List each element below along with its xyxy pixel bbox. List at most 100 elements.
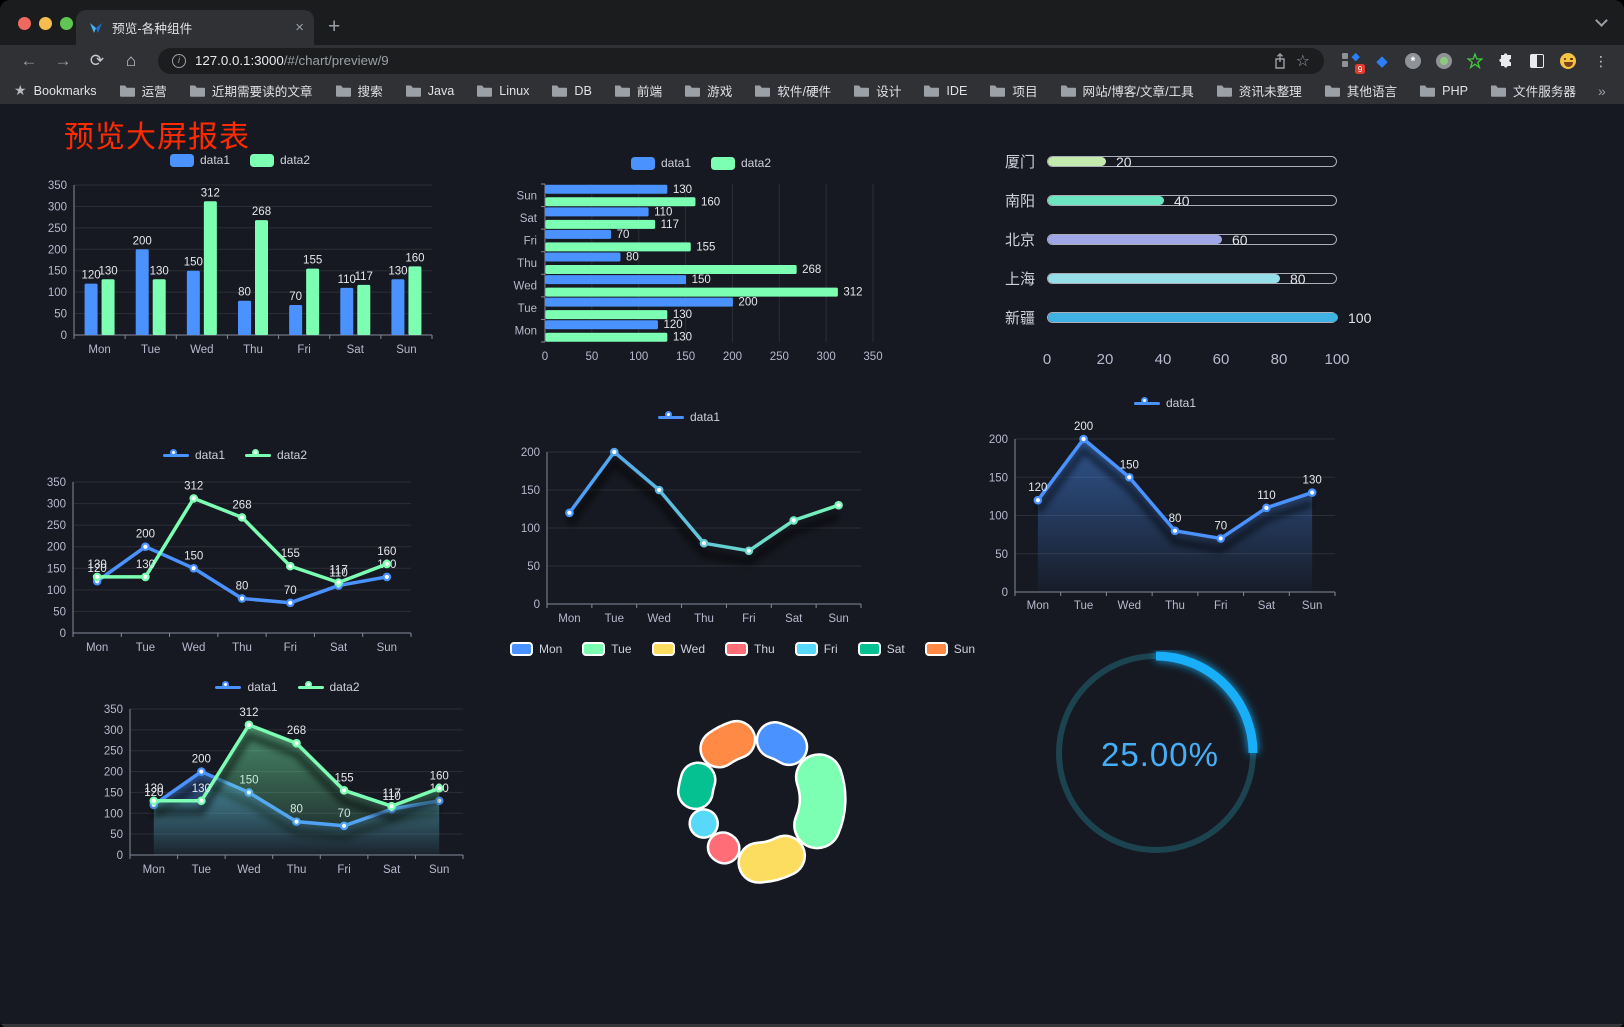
folder-icon	[335, 85, 351, 97]
bookmark-folder[interactable]: 项目	[989, 81, 1038, 100]
legend-item-Mon[interactable]: Mon	[509, 642, 562, 656]
svg-text:Thu: Thu	[1165, 600, 1185, 612]
svg-text:300: 300	[817, 351, 836, 363]
extension-asterisk-icon[interactable]: *	[1404, 52, 1422, 70]
bookmark-folder[interactable]: 前端	[614, 81, 662, 100]
bar	[255, 220, 268, 335]
svg-text:130: 130	[1303, 475, 1322, 487]
bookmark-folder[interactable]: PHP	[1419, 84, 1468, 98]
minimize-window-button[interactable]	[39, 17, 52, 30]
close-window-button[interactable]	[18, 17, 31, 30]
legend-item-data1[interactable]: data1	[630, 156, 691, 170]
tab-close-icon[interactable]: ×	[295, 19, 304, 36]
legend-item-data1[interactable]: data1	[215, 680, 278, 694]
legend-item-Tue[interactable]: Tue	[582, 642, 632, 656]
svg-text:0: 0	[61, 330, 67, 342]
svg-text:150: 150	[692, 274, 711, 286]
url-bar[interactable]: i 127.0.0.1:3000/#/chart/preview/9 ☆	[158, 48, 1324, 74]
extension-green-dot-icon[interactable]	[1435, 52, 1453, 70]
back-button[interactable]: ←	[20, 51, 38, 70]
legend-item-Wed[interactable]: Wed	[651, 642, 705, 656]
progress-value: 100	[1348, 310, 1372, 326]
legend-item-Thu[interactable]: Thu	[725, 642, 775, 656]
extension-darkmode-icon[interactable]	[1528, 52, 1546, 70]
svg-text:Wed: Wed	[514, 281, 537, 293]
extension-emoji-icon[interactable]	[1559, 52, 1577, 70]
svg-text:80: 80	[238, 287, 251, 299]
line-gradient-svg: 0 50 100 150 200 Mon Tue Wed Thu Fri Sat Sun	[521, 447, 862, 625]
forward-button[interactable]: →	[54, 51, 72, 70]
svg-text:268: 268	[802, 264, 821, 276]
pie-segment-Tue	[795, 755, 845, 847]
page-info-icon[interactable]: i	[172, 54, 186, 68]
chart-legend: data1 data2	[45, 444, 425, 466]
reload-button[interactable]: ⟳	[89, 51, 105, 70]
legend-item-data2[interactable]: data2	[250, 153, 310, 167]
svg-text:200: 200	[738, 297, 757, 309]
svg-text:120: 120	[81, 270, 100, 282]
extensions-puzzle-icon[interactable]	[1497, 52, 1515, 70]
legend-item-data1[interactable]: data1	[162, 448, 225, 462]
bookmark-folder[interactable]: 游戏	[684, 81, 732, 100]
extension-star-icon[interactable]	[1466, 52, 1484, 70]
bookmark-folder[interactable]: Linux	[476, 84, 529, 98]
svg-text:155: 155	[696, 241, 715, 253]
bookmark-folder[interactable]: 软件/硬件	[754, 81, 831, 100]
zoom-window-button[interactable]	[60, 17, 73, 30]
progress-fill	[1048, 235, 1222, 244]
legend-item-data1[interactable]: data1	[1133, 396, 1196, 410]
legend-item-data2[interactable]: data2	[245, 448, 307, 462]
home-button[interactable]: ⌂	[125, 51, 137, 70]
browser-menu-icon[interactable]: ⋮	[1594, 52, 1608, 69]
legend-item-data2[interactable]: data2	[297, 680, 360, 694]
svg-text:Fri: Fri	[524, 235, 537, 247]
tab-title: 预览-各种组件	[112, 22, 193, 36]
bookmark-folder[interactable]: IDE	[923, 84, 967, 98]
bookmark-folder[interactable]: 设计	[853, 81, 901, 100]
legend-item-Sun[interactable]: Sun	[924, 642, 975, 656]
svg-text:Fri: Fri	[1214, 600, 1227, 612]
pie-segment-Mon	[758, 723, 806, 764]
bookmarks-overflow-chevron[interactable]: »	[1598, 82, 1606, 99]
bookmark-folder[interactable]: 其他语言	[1324, 81, 1397, 100]
tab-search-chevron-icon[interactable]	[1595, 14, 1608, 27]
bar	[238, 300, 251, 335]
bookmarks-manager[interactable]: ★ Bookmarks	[14, 82, 97, 99]
share-icon[interactable]	[1273, 53, 1287, 69]
folder-icon	[755, 85, 771, 97]
legend-item-Sat[interactable]: Sat	[857, 642, 905, 656]
legend-item-data1[interactable]: data1	[657, 410, 720, 424]
bookmark-star-icon[interactable]: ☆	[1295, 53, 1310, 70]
svg-text:200: 200	[723, 351, 742, 363]
svg-text:350: 350	[48, 180, 67, 192]
extension-blocks-icon[interactable]: ◆ 9	[1342, 51, 1365, 74]
svg-text:50: 50	[54, 309, 67, 321]
legend-item-data1[interactable]: data1	[169, 153, 230, 167]
bookmark-folder[interactable]: 资讯未整理	[1216, 81, 1302, 100]
legend-line-marker	[215, 681, 242, 694]
legend-item-data2[interactable]: data2	[711, 156, 771, 170]
svg-text:130: 130	[144, 783, 163, 795]
svg-text:Sat: Sat	[383, 864, 401, 876]
axis-tick-label: 0	[1042, 351, 1052, 368]
bookmark-folder[interactable]: 近期需要读的文章	[189, 81, 313, 100]
area-fill	[153, 724, 440, 855]
svg-text:160: 160	[405, 252, 424, 264]
chart-legend: Mon Tue Wed Thu Fri Sat Sun	[509, 638, 975, 660]
svg-text:312: 312	[239, 707, 258, 719]
new-tab-button[interactable]: +	[328, 15, 341, 38]
folder-icon	[614, 85, 630, 97]
gauge-progress-arc	[1155, 651, 1258, 754]
bookmark-folder[interactable]: 搜索	[335, 81, 383, 100]
bookmark-folder[interactable]: 网站/博客/文章/工具	[1060, 81, 1194, 100]
bookmark-folder[interactable]: 文件服务器	[1490, 81, 1576, 100]
line-two-svg: 0 50 100 150 200 250 300 350 Mon Tue Wed Thu Fri Sat S…	[47, 477, 412, 654]
bookmark-folder[interactable]: 运营	[119, 81, 167, 100]
bookmark-folder-label: IDE	[946, 83, 968, 98]
extension-gem-icon[interactable]: ◆	[1376, 52, 1388, 70]
bookmark-folder[interactable]: DB	[551, 84, 592, 98]
legend-item-Fri[interactable]: Fri	[794, 642, 838, 656]
browser-tab[interactable]: 预览-各种组件 ×	[76, 10, 314, 45]
bookmark-folder[interactable]: Java	[405, 84, 454, 98]
legend-swatch	[651, 642, 675, 656]
